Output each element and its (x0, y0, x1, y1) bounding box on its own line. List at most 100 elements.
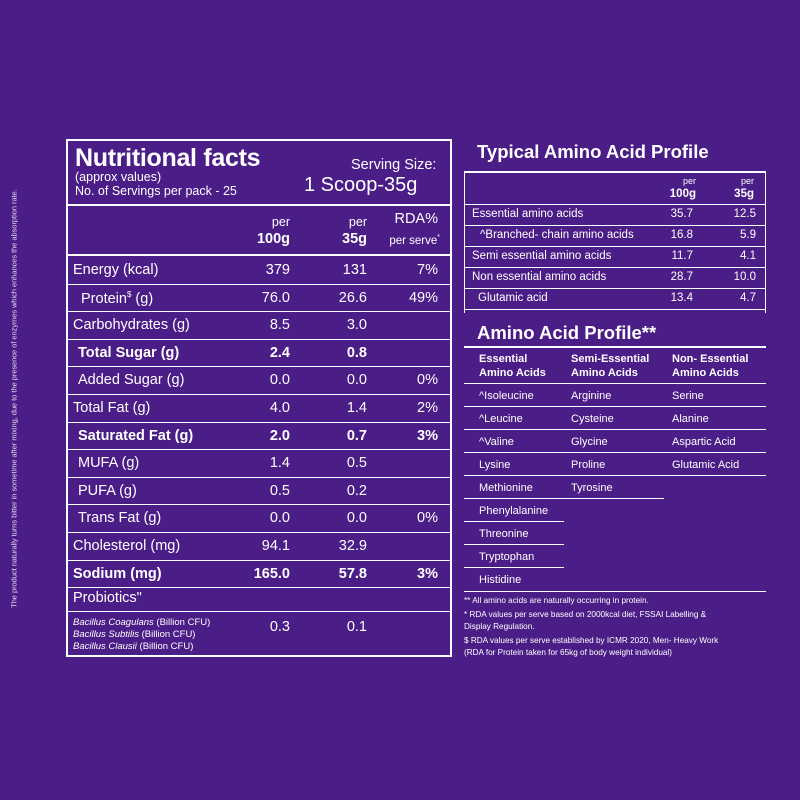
nutrient-value-35g: 0.0 (346, 372, 367, 389)
nutrient-value-100g: 1.4 (269, 455, 290, 472)
probiotic-strain-name: Bacillus Subtilis (73, 629, 139, 640)
nutrient-value-35g: 57.8 (338, 565, 367, 582)
amino-acid-cell: Serine (672, 390, 704, 402)
amino-row-label: Glutamic acid (478, 292, 548, 304)
footnote: ** All amino acids are naturally occurri… (464, 596, 649, 605)
amino-acid-cell: Arginine (571, 390, 612, 402)
amino-acid-cell: Aspartic Acid (672, 436, 736, 448)
amino-row: Glutamic acid 13.4 4.7 (0, 289, 800, 309)
divider (66, 449, 452, 451)
probiotic-strain: Bacillus Subtilis (Billion CFU) (73, 629, 195, 640)
col-per-100g-bottom: 100g (256, 231, 290, 247)
amino-acid-cell: Tyrosine (571, 482, 613, 494)
divider (66, 559, 452, 561)
nutrient-value-35g: 0.0 (346, 510, 367, 527)
amino-category-header: Semi-Essential (571, 353, 650, 365)
amino-row-value-35g: 4.1 (740, 250, 756, 262)
nutrient-value-100g: 0.0 (269, 372, 290, 389)
servings-per-pack: No. of Servings per pack - 25 (75, 184, 237, 198)
nutrient-label: Carbohydrates (g) (73, 317, 190, 333)
divider (66, 532, 452, 533)
amino-acid-cell: Glycine (571, 436, 608, 448)
nutrient-label-text: Total Fat (g) (73, 400, 151, 416)
divider (464, 246, 766, 247)
divider (66, 141, 68, 657)
rda-asterisk: * (437, 234, 440, 241)
probiotic-strain-name: Bacillus Clausii (73, 641, 137, 652)
divider (464, 429, 766, 430)
serving-size-value: 1 Scoop-35g (304, 174, 418, 196)
divider (464, 225, 766, 226)
amino-acid-cell: Methionine (479, 482, 533, 494)
divider (464, 498, 664, 499)
divider (66, 311, 452, 313)
amino-category-header-sub: Amino Acids (479, 367, 546, 379)
probiotic-strain: Bacillus Clausii (Billion CFU) (73, 641, 193, 652)
amino-row-value-35g: 12.5 (733, 208, 756, 220)
nutrient-label: PUFA (g) (78, 483, 137, 499)
divider (66, 587, 452, 589)
nutrient-label-text: Cholesterol (mg) (73, 538, 181, 554)
nutrient-value-35g: 0.7 (346, 427, 367, 444)
divider (66, 504, 452, 506)
amino-row-value-100g: 35.7 (670, 208, 693, 220)
divider (66, 254, 452, 256)
nutrient-value-100g: 2.0 (269, 427, 290, 444)
amino-acid-cell: Proline (571, 459, 606, 471)
nutrient-label-text: Sodium (mg) (73, 565, 162, 582)
divider (464, 383, 766, 384)
probiotic-strain: Bacillus Coagulans (Billion CFU) (73, 617, 210, 628)
nutrient-label-text: Energy (kcal) (73, 262, 159, 278)
col-per-100g-top: per (271, 215, 290, 229)
col-rda-bottom: per serve* (370, 234, 440, 247)
divider (464, 309, 766, 310)
nutrition-row: Total Sugar (g) 2.4 0.8 (0, 341, 800, 367)
nutrient-value-100g: 4.0 (269, 400, 290, 416)
divider (66, 394, 452, 395)
serving-size-label: Serving Size: (351, 157, 437, 173)
amino-row-value-100g: 11.7 (671, 250, 693, 262)
nutrient-label: Protein$ (g) (81, 290, 153, 307)
nutrient-label: Trans Fat (g) (78, 510, 161, 526)
divider (464, 173, 465, 313)
col-rda-top: RDA% (394, 211, 438, 227)
amino-row-label: Semi essential amino acids (472, 250, 612, 262)
nutrient-label: Energy (kcal) (73, 262, 158, 278)
amino-row-label: ^Branched- chain amino acids (480, 229, 634, 241)
amino-col-35g-bottom: 35g (734, 188, 754, 200)
divider (464, 288, 766, 289)
divider (66, 338, 452, 340)
footnote: (RDA for Protein taken for 65kg of body … (464, 648, 672, 657)
nutrient-label-text: Added Sugar (g) (78, 372, 185, 389)
nutrition-row: Sodium (mg) 165.0 57.8 3% (0, 562, 800, 588)
amino-category-header: Non- Essential (672, 353, 749, 365)
col-per-35g-top: per (348, 215, 367, 229)
divider (464, 521, 564, 522)
divider (464, 406, 766, 407)
amino-category-header: Essential (479, 353, 528, 365)
footnote: $ RDA values per serve established by IC… (464, 636, 719, 645)
footnote: Display Regulation. (464, 622, 535, 631)
nutrient-value-35g: 131 (342, 262, 367, 278)
divider (464, 567, 564, 568)
nutrient-value-100g: 8.5 (269, 317, 290, 334)
nutrient-label: Total Fat (g) (73, 400, 150, 416)
footnote: * RDA values per serve based on 2000kcal… (464, 610, 707, 619)
nutrition-title: Nutritional facts (75, 144, 261, 172)
amino-row-value-35g: 10.0 (733, 271, 756, 283)
divider (66, 283, 452, 285)
amino-row-value-100g: 28.7 (670, 271, 693, 283)
divider (66, 611, 452, 612)
nutrient-label-text: MUFA (g) (78, 455, 140, 472)
nutrition-row: Trans Fat (g) 0.0 0.0 0% (0, 506, 800, 532)
nutrient-value-35g: 3.0 (346, 317, 367, 334)
amino-acid-cell: Glutamic Acid (672, 459, 740, 471)
divider (464, 204, 766, 205)
nutrient-label: MUFA (g) (78, 455, 139, 471)
amino-acid-cell: Tryptophan (479, 551, 535, 563)
amino-acid-cell: Threonine (479, 528, 529, 540)
amino-row-value-35g: 4.7 (740, 292, 756, 304)
amino-category-header-sub: Amino Acids (571, 367, 638, 379)
col-rda-bottom-text: per serve (389, 234, 438, 247)
amino-row-value-35g: 5.9 (740, 229, 756, 241)
